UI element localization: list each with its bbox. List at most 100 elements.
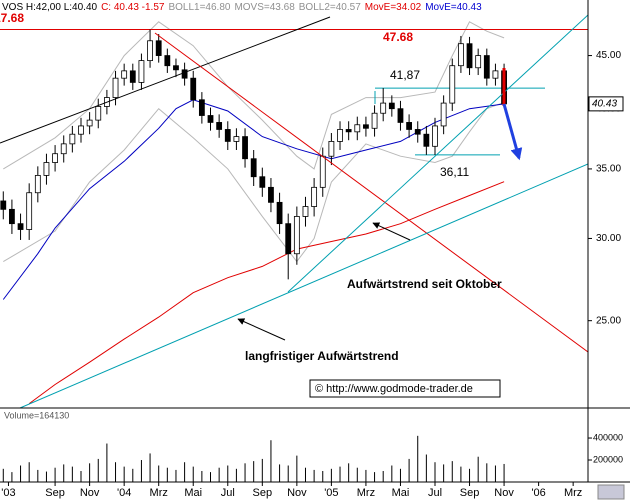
x-tick-label: Mai xyxy=(392,487,410,499)
candle-body xyxy=(173,65,179,71)
candle-body xyxy=(432,125,438,147)
header-item: C: 40.43 -1.57 xyxy=(101,2,165,13)
trendline xyxy=(0,16,331,144)
y-tick-label: 200000 xyxy=(593,454,623,464)
x-tick-label: Mai xyxy=(184,487,202,499)
candle-body xyxy=(406,122,412,130)
x-tick-label: Nov xyxy=(80,487,100,499)
indicator-line xyxy=(28,181,505,405)
candle-body xyxy=(259,176,266,188)
candle-body xyxy=(423,133,430,147)
candle-body xyxy=(9,208,15,225)
candle-body xyxy=(319,155,326,188)
y-tick-label: 45.00 xyxy=(596,50,621,61)
x-tick-label: Jul xyxy=(221,487,235,499)
candle-body xyxy=(26,192,33,230)
volume-label: Volume=164130 xyxy=(4,410,69,420)
candle-body xyxy=(69,133,76,145)
candle-body xyxy=(293,216,300,255)
credit: © http://www.godmode-trader.de xyxy=(315,383,473,395)
y-tick-label: 25.00 xyxy=(596,315,621,326)
candle-body xyxy=(17,223,24,230)
price-tag-label: 40.43 xyxy=(592,99,617,110)
header-item: BOLL2=40.57 xyxy=(299,2,361,13)
candle-body xyxy=(458,43,464,67)
candle-body xyxy=(52,153,58,163)
icon xyxy=(597,484,625,500)
candle-body xyxy=(138,60,145,83)
candle-body xyxy=(371,112,378,129)
x-tick-label: Mrz xyxy=(564,487,582,499)
candle-body xyxy=(250,158,257,178)
indicator-line xyxy=(3,101,505,263)
candle-body xyxy=(483,55,490,79)
y-tick-label: 35.00 xyxy=(596,164,621,175)
annotation: Aufwärtstrend seit Oktober xyxy=(347,277,502,291)
candle-body xyxy=(121,70,128,79)
candle-body xyxy=(268,186,274,203)
candle-body xyxy=(449,65,456,104)
candle-body xyxy=(345,129,352,133)
x-tick-label: Mrz xyxy=(357,487,375,499)
candle-body xyxy=(198,99,205,116)
x-tick-label: Sep xyxy=(460,487,480,499)
candle-body xyxy=(466,43,473,69)
x-tick-label: '05 xyxy=(324,487,338,499)
candle-body xyxy=(129,70,136,83)
candle-body xyxy=(492,70,499,79)
candle-body xyxy=(397,108,404,123)
credit-box xyxy=(309,379,501,398)
candle-body xyxy=(190,77,197,101)
level-label: 36,11 xyxy=(440,165,469,179)
candle-body xyxy=(43,162,50,176)
cut-level-label: 17.68 xyxy=(0,11,24,25)
header-item: MovE=40.43 xyxy=(425,2,482,13)
candle-body xyxy=(475,55,482,69)
arrow xyxy=(237,318,286,341)
header-item: VOS H:42,00 L:40.40 xyxy=(2,2,98,13)
candle-body xyxy=(388,102,395,110)
candle-body xyxy=(380,102,387,114)
y-tick-label: 30.00 xyxy=(596,233,621,244)
trendline xyxy=(154,32,588,353)
candle-body xyxy=(328,141,335,157)
y-tick-label: 400000 xyxy=(593,432,623,442)
trendline xyxy=(19,163,588,408)
candle-body xyxy=(207,115,214,123)
level-label: 41,87 xyxy=(390,68,420,82)
x-tick-label: Sep xyxy=(45,487,65,499)
projection-arrow xyxy=(502,103,523,161)
x-tick-label: Mrz xyxy=(150,487,168,499)
candle-body xyxy=(147,40,153,62)
candle-body xyxy=(95,106,102,121)
indicator-line xyxy=(3,21,505,170)
x-tick-label: Jul xyxy=(428,487,442,499)
header-item: BOLL1=46.80 xyxy=(168,2,230,13)
header-item: MovE=34.02 xyxy=(365,2,422,13)
x-tick-label: Sep xyxy=(253,487,273,499)
candle-body xyxy=(233,136,240,142)
candle-body xyxy=(155,40,162,56)
volume-plot xyxy=(2,435,505,482)
candle-body xyxy=(0,200,7,210)
candle-body xyxy=(112,77,119,98)
candle-body xyxy=(440,102,447,127)
header-box xyxy=(0,0,507,13)
candle-body xyxy=(34,175,41,194)
x-tick-label: '04 xyxy=(117,487,131,499)
x-tick-label: '06 xyxy=(531,487,545,499)
x-tick-label: '03 xyxy=(1,487,15,499)
level-label: 47.68 xyxy=(383,30,413,44)
candle-body xyxy=(78,125,84,135)
price-plot xyxy=(0,21,588,405)
annotation: langfristiger Aufwärtstrend xyxy=(245,349,399,363)
trendline xyxy=(287,14,588,293)
header: VOS H:42,00 L:40.40 C: 40.43 -1.57 BOLL1=4… xyxy=(2,2,482,13)
candle-body xyxy=(276,201,283,225)
candle-body xyxy=(216,122,223,130)
candle-body xyxy=(86,119,93,127)
candle-body xyxy=(285,223,292,255)
arrow xyxy=(372,222,411,241)
